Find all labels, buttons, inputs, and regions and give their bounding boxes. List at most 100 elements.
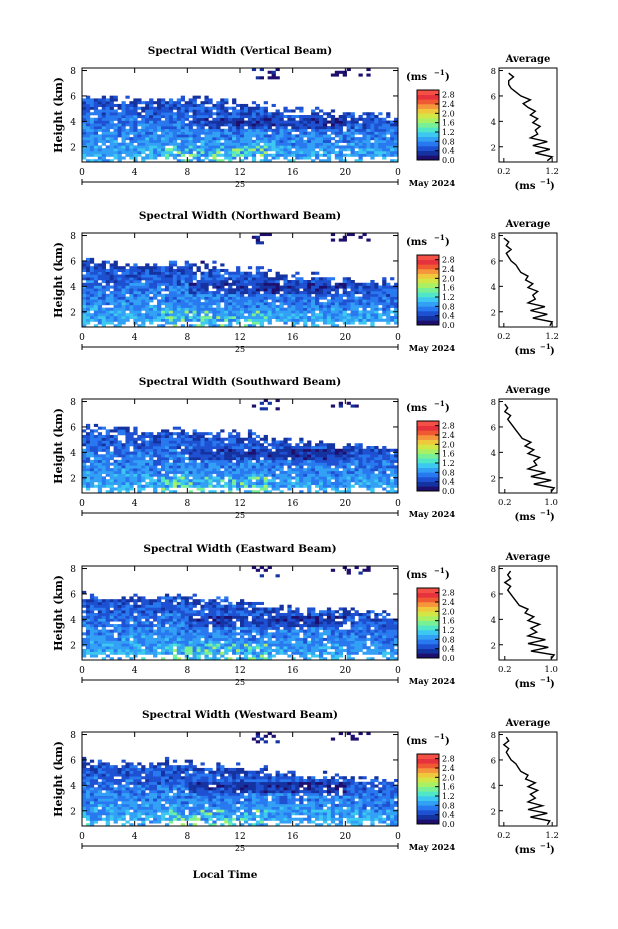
colorbar-tick-label: 2.8 (442, 422, 455, 431)
heatmap-cell (326, 476, 332, 480)
heatmap-cell (319, 126, 324, 130)
heatmap-cell (97, 637, 103, 641)
heatmap-cell (101, 109, 106, 113)
heatmap-cell (161, 457, 166, 461)
heatmap-cell (137, 139, 142, 143)
heatmap-cell (184, 291, 189, 295)
heatmap-cell (180, 148, 185, 152)
heatmap-cell (358, 481, 363, 485)
heatmap-cell (184, 106, 189, 110)
heatmap-cell (334, 465, 340, 469)
heatmap-cell (97, 126, 103, 130)
heatmap-cell (394, 282, 399, 286)
heatmap-cell (247, 432, 253, 436)
heatmap-cell (240, 307, 245, 311)
heatmap-cell (243, 296, 249, 300)
heatmap-cell (196, 120, 201, 124)
heatmap-cell (236, 142, 241, 146)
heatmap-cell (378, 291, 383, 295)
heatmap-cell (236, 131, 241, 135)
heatmap-cell (168, 307, 174, 311)
heatmap-cell (89, 432, 95, 436)
heatmap-cell (125, 601, 130, 605)
heatmap-cell (145, 120, 150, 124)
heatmap-cell (105, 137, 110, 141)
heatmap-cell (172, 131, 178, 135)
heatmap-cell (267, 126, 272, 130)
heatmap-cell (164, 134, 170, 138)
heatmap-cell (172, 134, 178, 138)
heatmap-cell (251, 101, 257, 105)
heatmap-cell (394, 142, 399, 146)
heatmap-cell (180, 459, 185, 463)
heatmap-cell (346, 302, 351, 306)
heatmap-cell (89, 601, 95, 605)
heatmap-cell (192, 112, 197, 116)
heatmap-cell (330, 446, 336, 450)
heatmap-cell (93, 604, 99, 608)
heatmap-cell (370, 484, 375, 488)
heatmap-cell (319, 315, 324, 319)
heatmap-cell (267, 315, 272, 319)
heatmap-cell (386, 120, 391, 124)
heatmap-cell (153, 490, 158, 494)
heatmap-cell (303, 299, 308, 303)
heatmap-cell (247, 123, 253, 127)
x-tick-label: 20 (340, 499, 352, 509)
heatmap-cell (322, 282, 328, 286)
heatmap-cell (330, 109, 336, 113)
heatmap-cell (382, 126, 387, 130)
heatmap-cell (287, 443, 292, 447)
heatmap-cell (247, 490, 253, 494)
x-tick-label: 12 (234, 168, 245, 178)
heatmap-cell (303, 115, 308, 119)
heatmap-cell (137, 112, 142, 116)
heatmap-cell (232, 120, 237, 124)
heatmap-cell (358, 443, 363, 447)
heatmap-cell (89, 268, 95, 272)
heatmap-cell (240, 440, 245, 444)
heatmap-cell (93, 293, 99, 297)
heatmap-cell (263, 307, 268, 311)
heatmap-cell (275, 457, 280, 461)
heatmap-cell (216, 299, 221, 303)
heatmap-cell (85, 604, 91, 608)
heatmap-cell (311, 277, 316, 281)
heatmap-cell (121, 299, 126, 303)
heatmap-cell (370, 148, 375, 152)
heatmap-cell (228, 128, 233, 132)
heatmap-cell (382, 299, 387, 303)
heatmap-cell (129, 599, 134, 603)
heatmap-cell (382, 280, 387, 284)
heatmap-cell (267, 76, 272, 80)
heatmap-cell (200, 153, 205, 157)
heatmap-cell (338, 238, 343, 242)
x-tick-label: 8 (184, 333, 190, 343)
heatmap-cell (192, 285, 197, 289)
heatmap-cell (101, 646, 106, 650)
heatmap-cell (382, 148, 387, 152)
heatmap-cell (251, 315, 257, 319)
heatmap-cell (172, 288, 178, 292)
heatmap-cell (204, 446, 209, 450)
heatmap-cell (259, 310, 264, 314)
heatmap-cell (89, 437, 95, 441)
heatmap-cell (330, 481, 336, 485)
heatmap-cell (109, 648, 114, 652)
heatmap-cell (271, 304, 276, 308)
heatmap-cell (82, 632, 87, 636)
heatmap-cell (125, 285, 130, 289)
heatmap-cell (394, 307, 399, 311)
heatmap-cell (208, 145, 213, 149)
heatmap-cell (145, 268, 150, 272)
heatmap-cell (283, 443, 288, 447)
heatmap-cell (82, 266, 87, 270)
heatmap-cell (255, 109, 261, 113)
heatmap-cell (129, 651, 134, 655)
heatmap-cell (263, 457, 268, 461)
heatmap-cell (283, 142, 288, 146)
heatmap-cell (97, 321, 103, 325)
heatmap-cell (176, 131, 182, 135)
heatmap-cell (184, 468, 189, 472)
heatmap-cell (117, 285, 122, 289)
